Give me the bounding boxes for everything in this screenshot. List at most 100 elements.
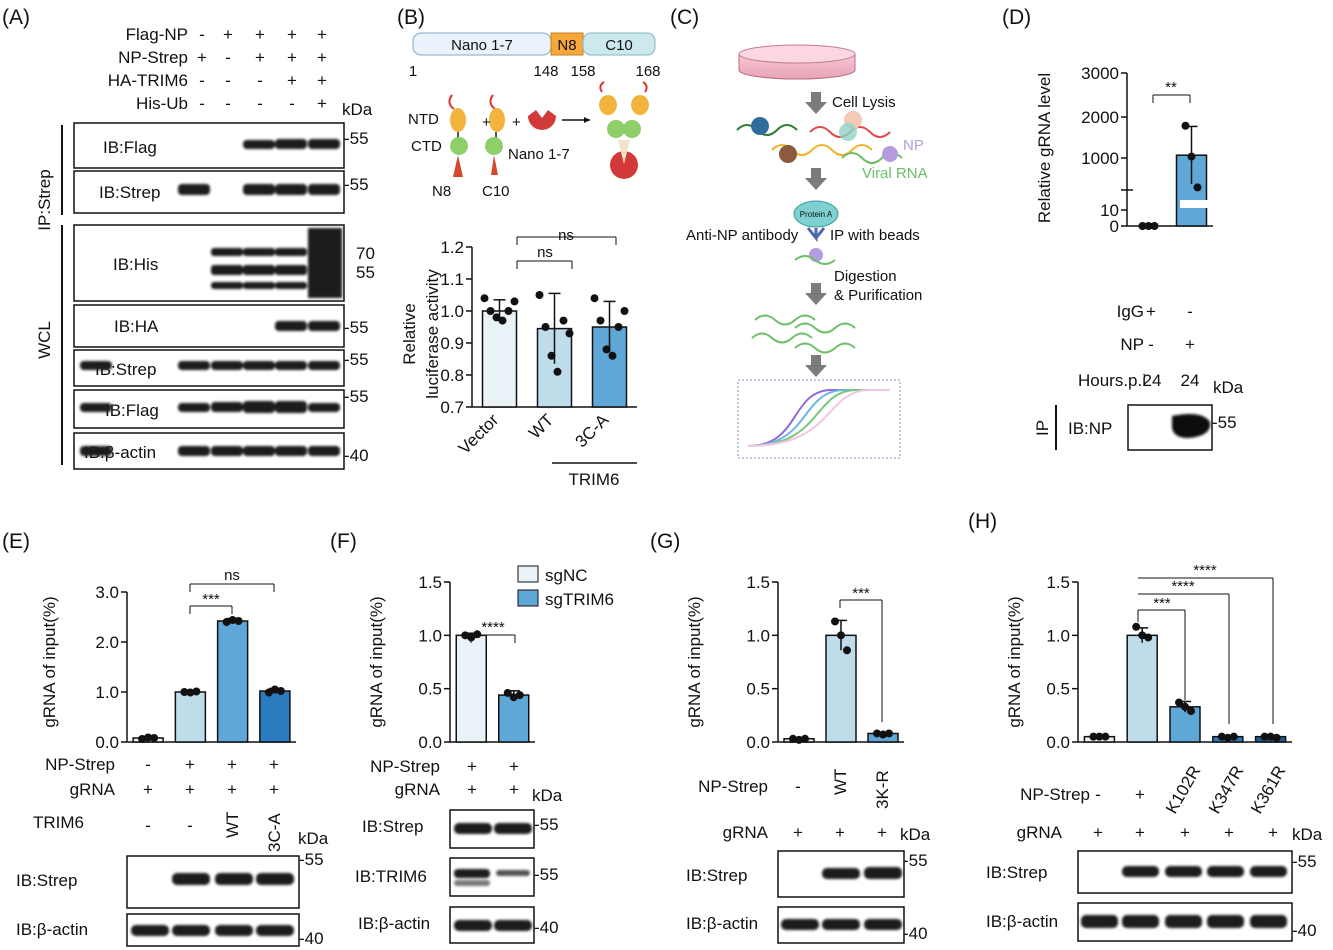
blot-label-his: IB:His xyxy=(113,255,158,274)
data-point xyxy=(1223,733,1232,742)
y-tick-label: 0.0 xyxy=(746,733,770,752)
y-tick-label: 1.0 xyxy=(418,626,442,645)
y-axis-label: gRNA of input(%) xyxy=(367,596,386,727)
chart-h: 0.0 0.5 1.0 1.5 xyxy=(1046,573,1292,752)
step-purification: & Purification xyxy=(834,287,922,304)
panel-label-e: (E) xyxy=(2,530,30,553)
sign: + xyxy=(223,25,233,44)
domain-nano: Nano 1-7 xyxy=(451,37,513,54)
sign: - xyxy=(1148,335,1154,354)
legend-sgtrim6: sgTRIM6 xyxy=(545,590,614,609)
data-point xyxy=(541,323,550,331)
data-point xyxy=(1187,152,1196,161)
sign: + xyxy=(1180,823,1190,842)
data-point xyxy=(596,316,605,325)
kda-label: kDa xyxy=(532,786,563,805)
bar xyxy=(455,634,487,743)
y-tick-label: 1.5 xyxy=(746,573,770,592)
data-point xyxy=(1089,732,1098,741)
plus-sign: + xyxy=(512,114,521,131)
blot-label-flag-wcl: IB:Flag xyxy=(105,401,159,420)
data-point xyxy=(234,617,243,625)
mw-70: 70 xyxy=(356,244,375,263)
data-point xyxy=(831,617,839,626)
data-point xyxy=(509,693,518,702)
data-point xyxy=(837,631,845,640)
np-k361r: K361R xyxy=(1247,762,1289,817)
sign: + xyxy=(1268,823,1278,842)
data-point xyxy=(1181,702,1189,711)
label-n8: N8 xyxy=(432,183,451,200)
pos-168: 168 xyxy=(635,63,660,80)
y-tick-label: 1.0 xyxy=(440,302,464,321)
sign: + xyxy=(317,25,327,44)
row-label-grna: gRNA xyxy=(395,780,441,799)
data-point xyxy=(228,616,237,624)
data-point xyxy=(590,294,599,303)
data-point xyxy=(1175,698,1183,707)
blot-label-flag: IB:Flag xyxy=(103,138,157,157)
data-point xyxy=(480,294,489,303)
label-viral-rna: Viral RNA xyxy=(862,165,928,182)
sign: + xyxy=(197,48,207,67)
data-point xyxy=(789,734,797,743)
y-tick-label: 1.0 xyxy=(746,626,770,645)
mw-40: -40 xyxy=(299,929,324,948)
data-point xyxy=(492,313,501,322)
blot-label-strep: IB:Strep xyxy=(99,183,160,202)
np-k347r: K347R xyxy=(1205,762,1247,817)
data-point xyxy=(1132,622,1141,631)
chart-b: 0.7 0.8 0.9 1.0 1.1 1.2 Vector WT 3C-A xyxy=(440,238,637,458)
domain-n8: N8 xyxy=(557,37,576,54)
sign: + xyxy=(317,48,327,67)
sign: - xyxy=(225,94,231,113)
sign: + xyxy=(143,780,153,799)
bar xyxy=(174,691,207,743)
y-axis-label: gRNA of input(%) xyxy=(1005,596,1024,727)
sign: + xyxy=(793,823,803,842)
sign: - xyxy=(225,71,231,90)
y-axis-label: gRNA of input(%) xyxy=(685,596,704,727)
data-point xyxy=(1144,222,1153,230)
sig-marker: *** xyxy=(1153,595,1171,612)
mw-55: -55 xyxy=(344,350,369,369)
trim6-neg: - xyxy=(187,816,193,835)
bar xyxy=(1126,634,1158,743)
data-point xyxy=(1095,732,1104,741)
label-np: NP xyxy=(903,137,924,154)
sig-marker: **** xyxy=(481,619,505,636)
mw-55: -55 xyxy=(1212,413,1237,432)
row-label-hours: Hours.p.i xyxy=(1078,371,1146,390)
row-label-trim6: TRIM6 xyxy=(33,813,84,832)
sign: + xyxy=(227,755,237,774)
np-neg: - xyxy=(1095,785,1101,804)
mw-55: -55 xyxy=(1292,852,1317,871)
data-point xyxy=(1266,732,1275,741)
data-point xyxy=(515,691,524,700)
data-point xyxy=(1181,121,1190,130)
bar xyxy=(259,690,291,743)
panel-label-g: (G) xyxy=(650,530,680,553)
data-point xyxy=(510,297,519,306)
label-ctd: CTD xyxy=(411,138,442,155)
sign: + xyxy=(835,823,845,842)
sign-grid: - + + + + + + + xyxy=(143,755,279,799)
sign: + xyxy=(317,94,327,113)
blot-label-strep: IB:Strep xyxy=(16,871,77,890)
data-point xyxy=(885,729,893,738)
hours-value: 24 xyxy=(1181,371,1200,390)
chart-d: 010 1000 2000 3000 xyxy=(1081,64,1213,236)
sig-marker: **** xyxy=(1171,578,1195,595)
sign: + xyxy=(255,48,265,67)
bar xyxy=(825,634,857,743)
sig-marker: ns xyxy=(558,227,574,244)
sign: + xyxy=(1146,302,1156,321)
bar xyxy=(1175,154,1208,227)
step-cell-lysis: Cell Lysis xyxy=(832,94,896,111)
kda-label: kDa xyxy=(298,829,329,848)
label-ntd: NTD xyxy=(408,111,439,128)
mw-55: -55 xyxy=(344,387,369,406)
group-label-wcl: WCL xyxy=(35,321,54,359)
kda-label: kDa xyxy=(342,100,373,119)
